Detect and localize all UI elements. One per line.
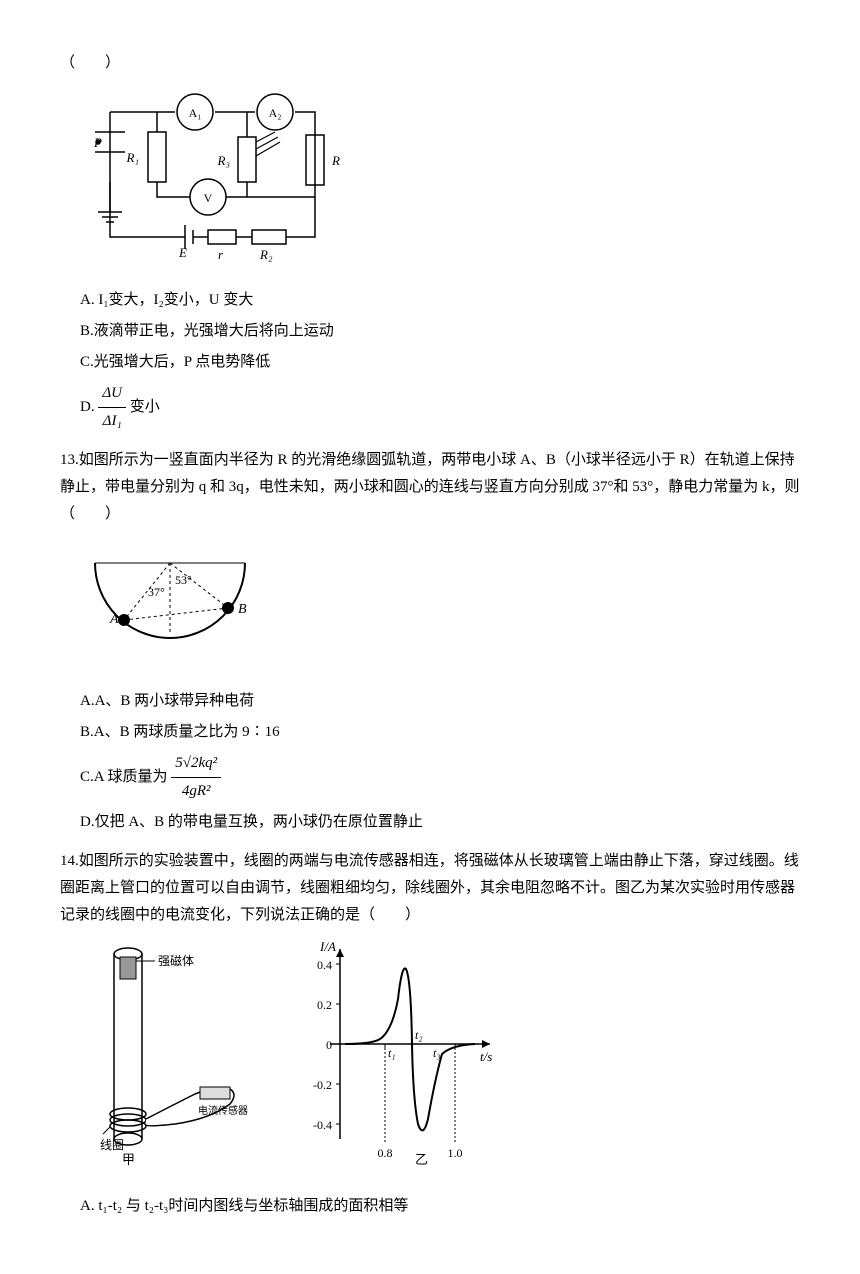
svg-text:0.2: 0.2	[317, 998, 332, 1012]
svg-text:I/A: I/A	[319, 939, 336, 954]
svg-text:R₁: R₁	[126, 150, 139, 165]
svg-text:37°: 37°	[148, 585, 165, 599]
svg-text:R₂: R₂	[259, 247, 273, 262]
svg-text:0: 0	[326, 1038, 332, 1052]
circuit-diagram: P A₁ A₂ V R₁ R₃ R₄ E r R₂	[80, 87, 800, 277]
q12-d-num: ΔU	[98, 380, 126, 408]
svg-text:-0.4: -0.4	[313, 1118, 332, 1132]
svg-text:A₂: A₂	[269, 106, 282, 120]
tube-diagram: 强磁体 电流传感器 线圈 甲	[100, 939, 260, 1179]
q12-d-suffix: 变小	[130, 399, 160, 415]
svg-text:1.0: 1.0	[448, 1146, 463, 1160]
q12-option-b: B.液滴带正电，光强增大后将向上运动	[60, 318, 800, 345]
svg-text:R₃: R₃	[217, 153, 230, 168]
svg-text:-0.2: -0.2	[313, 1078, 332, 1092]
q13-c-prefix: C.A 球质量为	[80, 769, 168, 785]
q12-option-d: D. ΔU ΔI₁ 变小	[60, 380, 800, 435]
svg-text:乙: 乙	[415, 1152, 428, 1167]
svg-text:t₃: t₃	[433, 1046, 441, 1060]
svg-text:t/s: t/s	[480, 1049, 492, 1064]
svg-text:A₁: A₁	[189, 106, 202, 120]
svg-text:线圈: 线圈	[100, 1138, 124, 1152]
q13-c-num: 5√2kq²	[171, 750, 221, 778]
q13-option-d: D.仅把 A、B 的带电量互换，两小球仍在原位置静止	[60, 809, 800, 836]
svg-text:V: V	[204, 191, 213, 205]
q14-text: 14.如图所示的实验装置中，线圈的两端与电流传感器相连，将强磁体从长玻璃管上端由…	[60, 848, 800, 929]
svg-text:E: E	[178, 245, 187, 260]
arc-diagram: 37° 53° A B	[80, 538, 800, 678]
svg-text:t₂: t₂	[415, 1028, 423, 1042]
svg-text:0.4: 0.4	[317, 958, 332, 972]
svg-text:t₁: t₁	[388, 1046, 396, 1060]
q13-option-c: C.A 球质量为 5√2kq² 4gR²	[60, 750, 800, 805]
svg-text:P: P	[93, 135, 102, 150]
svg-text:0.8: 0.8	[378, 1146, 393, 1160]
svg-text:B: B	[238, 602, 247, 617]
svg-text:甲: 甲	[122, 1152, 135, 1167]
svg-text:A: A	[109, 612, 119, 627]
q12-option-a: A. I₁变大，I₂变小，U 变大	[60, 287, 800, 314]
q12-d-den: ΔI₁	[98, 408, 126, 435]
q13-c-den: 4gR²	[171, 778, 221, 805]
svg-text:R₄: R₄	[331, 153, 340, 168]
q12-d-prefix: D.	[80, 399, 98, 415]
q13-text: 13.如图所示为一竖直面内半径为 R 的光滑绝缘圆弧轨道，两带电小球 A、B（小…	[60, 447, 800, 528]
svg-text:r: r	[218, 247, 224, 262]
q12-paren: （ ）	[60, 50, 120, 77]
q13-option-b: B.A、B 两球质量之比为 9∶16	[60, 719, 800, 746]
svg-text:强磁体: 强磁体	[158, 953, 194, 968]
current-graph: 0.4 0.2 0 -0.2 -0.4 I/A 0.8 1.0 t/s t₁ t…	[300, 939, 500, 1179]
q13-option-a: A.A、B 两小球带异种电荷	[60, 688, 800, 715]
q12-option-c: C.光强增大后，P 点电势降低	[60, 349, 800, 376]
svg-text:53°: 53°	[175, 573, 192, 587]
svg-text:电流传感器: 电流传感器	[198, 1104, 248, 1117]
